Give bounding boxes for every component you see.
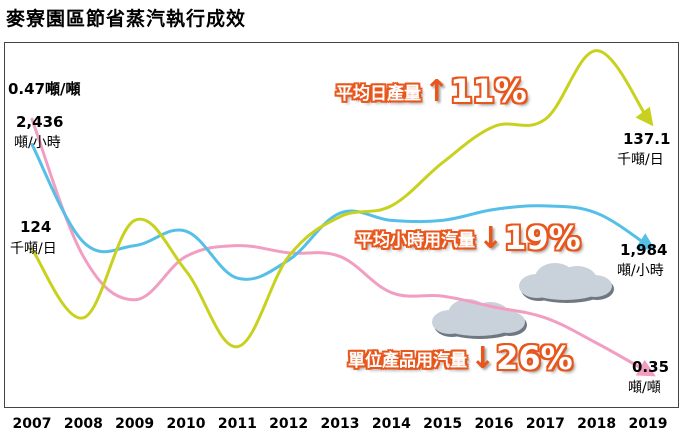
x-tick-label: 2008 [63,416,103,432]
cloud-icon [519,263,614,303]
annotation-daily: 平均日產量 ↑ 11% [336,72,527,110]
annotation-per-product-change: 26% [496,339,573,377]
x-tick-label: 2015 [423,416,463,432]
up-arrow-icon: ↑ [424,73,450,109]
x-tick-label: 2011 [217,416,257,432]
per-product-end-unit: 噸/噸 [628,380,661,396]
x-tick-label: 2017 [525,416,565,432]
hourly-series-line [30,143,656,281]
annotation-hourly-label: 平均小時用汽量 [356,230,475,251]
x-tick-label: 2016 [474,416,514,432]
hourly-end-unit: 噸/小時 [617,263,664,279]
per-product-series-line [30,117,656,377]
daily-start-unit: 千噸/日 [10,241,57,257]
hourly-start-value: 2,436 [16,113,64,131]
x-tick-label: 2013 [320,416,360,432]
chart-title: 麥寮園區節省蒸汽執行成效 [6,8,247,30]
per-product-end-value: 0.35 [632,358,670,376]
annotation-per-product-label: 單位產品用汽量 [348,350,467,371]
hourly-start-unit: 噸/小時 [14,135,61,151]
x-tick-label: 2012 [269,416,309,432]
x-tick-label: 2014 [371,416,411,432]
x-tick-label: 2007 [12,416,52,432]
daily-series-line [30,49,654,349]
x-tick-label: 2009 [115,416,155,432]
down-arrow-icon: ↓ [478,220,504,256]
annotation-hourly: 平均小時用汽量 ↓ 19% [356,219,581,257]
daily-end-unit: 千噸/日 [617,152,664,168]
annotation-daily-label: 平均日產量 [336,83,421,104]
x-tick-label: 2018 [577,416,617,432]
daily-end-value: 137.1 [623,130,671,148]
down-arrow-icon: ↓ [470,340,496,376]
plot-area [4,42,679,408]
annotation-daily-change: 11% [450,72,527,110]
annotation-hourly-change: 19% [504,219,581,257]
per-product-start-value: 0.47噸/噸 [8,80,81,98]
annotation-per-product: 單位產品用汽量 ↓ 26% [348,339,573,377]
x-tick-label: 2010 [166,416,206,432]
hourly-end-value: 1,984 [620,241,668,259]
x-tick-label: 2019 [628,416,668,432]
daily-start-value: 124 [20,218,52,236]
